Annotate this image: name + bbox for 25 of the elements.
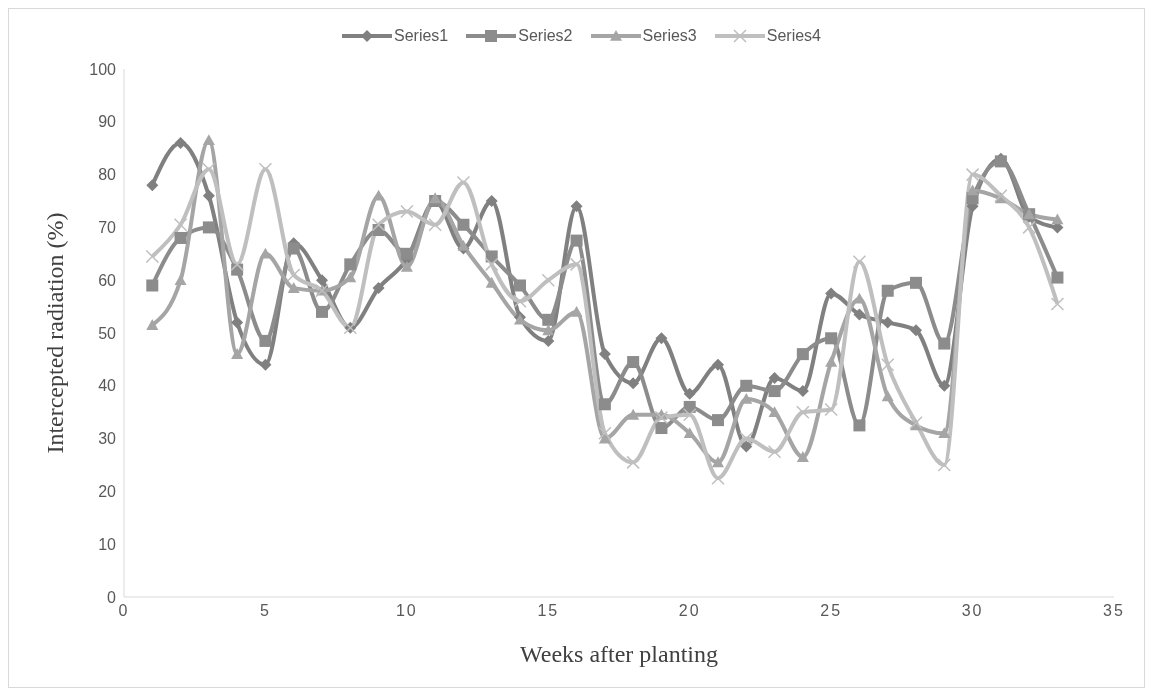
y-tick-label: 0 bbox=[107, 588, 117, 606]
x-tick-label: 25 bbox=[820, 602, 843, 620]
y-tick-label: 60 bbox=[98, 271, 117, 289]
y-tick-label: 30 bbox=[98, 430, 117, 448]
y-tick-label: 40 bbox=[98, 377, 117, 395]
legend-label: Series2 bbox=[518, 27, 573, 45]
y-axis-title: Intercepted radiation (%) bbox=[41, 212, 68, 454]
y-tick-label: 80 bbox=[98, 166, 117, 184]
x-tick-label: 5 bbox=[259, 602, 271, 620]
x-tick-label: 0 bbox=[118, 602, 130, 620]
x-axis-title: Weeks after planting bbox=[520, 641, 718, 667]
y-tick-label: 100 bbox=[89, 60, 117, 78]
x-tick-label: 35 bbox=[1103, 602, 1125, 620]
legend-label: Series4 bbox=[766, 27, 821, 45]
x-tick-label: 30 bbox=[961, 602, 984, 620]
y-tick-label: 20 bbox=[98, 483, 117, 501]
y-tick-label: 90 bbox=[98, 113, 117, 131]
y-tick-label: 70 bbox=[98, 219, 117, 237]
legend-label: Series3 bbox=[642, 27, 697, 45]
x-tick-label: 15 bbox=[537, 602, 560, 620]
y-tick-label: 10 bbox=[98, 535, 117, 553]
legend-label: Series1 bbox=[394, 27, 449, 45]
y-tick-label: 50 bbox=[98, 324, 117, 342]
x-tick-label: 20 bbox=[678, 602, 701, 620]
x-tick-label: 10 bbox=[395, 602, 418, 620]
